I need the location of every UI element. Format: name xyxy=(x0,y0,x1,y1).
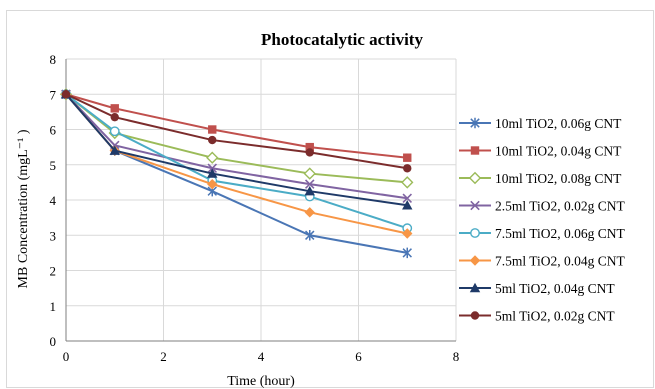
legend-label: 7.5ml TiO2, 0.06g CNT xyxy=(495,226,626,241)
data-point xyxy=(303,167,316,180)
data-point xyxy=(207,178,218,190)
tick-labels: 0 1 2 3 4 5 6 7 8 0 2 4 6 8 xyxy=(50,52,460,364)
legend: 10ml TiO2, 0.06g CNT 10ml TiO2, 0.04g CNT… xyxy=(459,116,626,324)
data-point xyxy=(109,126,120,137)
legend-label: 5ml TiO2, 0.02g CNT xyxy=(495,309,615,324)
legend-marker xyxy=(470,117,480,129)
data-point xyxy=(402,193,413,204)
legend-label: 10ml TiO2, 0.08g CNT xyxy=(495,171,622,186)
y-tick-label: 7 xyxy=(50,87,57,102)
x-tick-label: 8 xyxy=(453,349,460,364)
legend-item: 2.5ml TiO2, 0.02g CNT xyxy=(459,199,626,214)
data-point xyxy=(110,112,119,122)
legend-item: 7.5ml TiO2, 0.06g CNT xyxy=(459,226,626,241)
series-8 xyxy=(61,90,412,173)
data-point xyxy=(109,145,120,155)
legend-label: 2.5ml TiO2, 0.02g CNT xyxy=(495,199,626,214)
gridlines xyxy=(66,58,457,341)
y-tick-label: 6 xyxy=(50,123,57,138)
y-tick-label: 5 xyxy=(50,158,57,173)
legend-marker xyxy=(470,146,480,155)
data-point xyxy=(304,179,315,189)
data-point xyxy=(206,151,219,164)
legend-label: 7.5ml TiO2, 0.04g CNT xyxy=(495,254,626,269)
legend-marker xyxy=(470,311,480,320)
x-tick-label: 0 xyxy=(63,349,70,364)
y-tick-label: 1 xyxy=(50,299,57,314)
plot-area xyxy=(59,88,414,259)
data-point xyxy=(305,148,314,157)
legend-item: 10ml TiO2, 0.04g CNT xyxy=(459,144,622,159)
legend-marker xyxy=(468,171,482,185)
legend-item: 7.5ml TiO2, 0.04g CNT xyxy=(459,254,626,269)
data-point xyxy=(403,164,412,173)
x-tick-label: 2 xyxy=(160,349,167,364)
legend-marker xyxy=(469,282,481,293)
y-tick-label: 3 xyxy=(50,228,57,243)
legend-marker xyxy=(470,228,480,238)
chart-frame: Photocatalytic activity 0 1 2 3 4 5 6 7 8 0 2 4 6 8 1… xyxy=(6,10,654,389)
legend-label: 10ml TiO2, 0.06g CNT xyxy=(495,116,622,131)
y-tick-label: 4 xyxy=(50,193,57,208)
legend-label: 10ml TiO2, 0.04g CNT xyxy=(495,144,622,159)
data-point xyxy=(304,207,315,218)
legend-item: 5ml TiO2, 0.04g CNT xyxy=(459,281,615,296)
x-tick-label: 4 xyxy=(258,349,265,364)
data-point xyxy=(305,230,315,241)
chart-title: Photocatalytic activity xyxy=(261,30,423,49)
legend-marker xyxy=(469,255,481,266)
data-point xyxy=(110,104,119,113)
data-point xyxy=(403,153,412,162)
axes xyxy=(65,59,456,342)
data-point xyxy=(401,176,414,189)
data-point xyxy=(61,90,71,99)
data-point xyxy=(207,163,218,174)
series-7 xyxy=(60,89,413,210)
data-point xyxy=(208,135,217,145)
y-tick-label: 2 xyxy=(50,264,57,279)
data-point xyxy=(402,247,412,259)
legend-item: 5ml TiO2, 0.02g CNT xyxy=(459,309,615,324)
data-point xyxy=(402,200,413,210)
data-point xyxy=(305,142,314,152)
x-axis-label: Time (hour) xyxy=(227,374,295,389)
x-tick-label: 6 xyxy=(355,349,362,364)
y-tick-label: 8 xyxy=(50,52,57,67)
legend-marker xyxy=(470,200,480,211)
chart-canvas: Photocatalytic activity 0 1 2 3 4 5 6 7 8 0 2 4 6 8 1… xyxy=(16,30,626,389)
legend-item: 10ml TiO2, 0.06g CNT xyxy=(459,116,622,131)
data-point xyxy=(402,228,413,239)
legend-label: 5ml TiO2, 0.04g CNT xyxy=(495,281,615,296)
y-tick-label: 0 xyxy=(50,334,57,349)
data-point xyxy=(304,185,315,196)
data-point xyxy=(207,168,218,178)
legend-item: 10ml TiO2, 0.08g CNT xyxy=(459,171,622,186)
data-point xyxy=(208,125,217,134)
y-axis-label: MB Concentration (mgL⁻¹ ) xyxy=(16,129,31,288)
